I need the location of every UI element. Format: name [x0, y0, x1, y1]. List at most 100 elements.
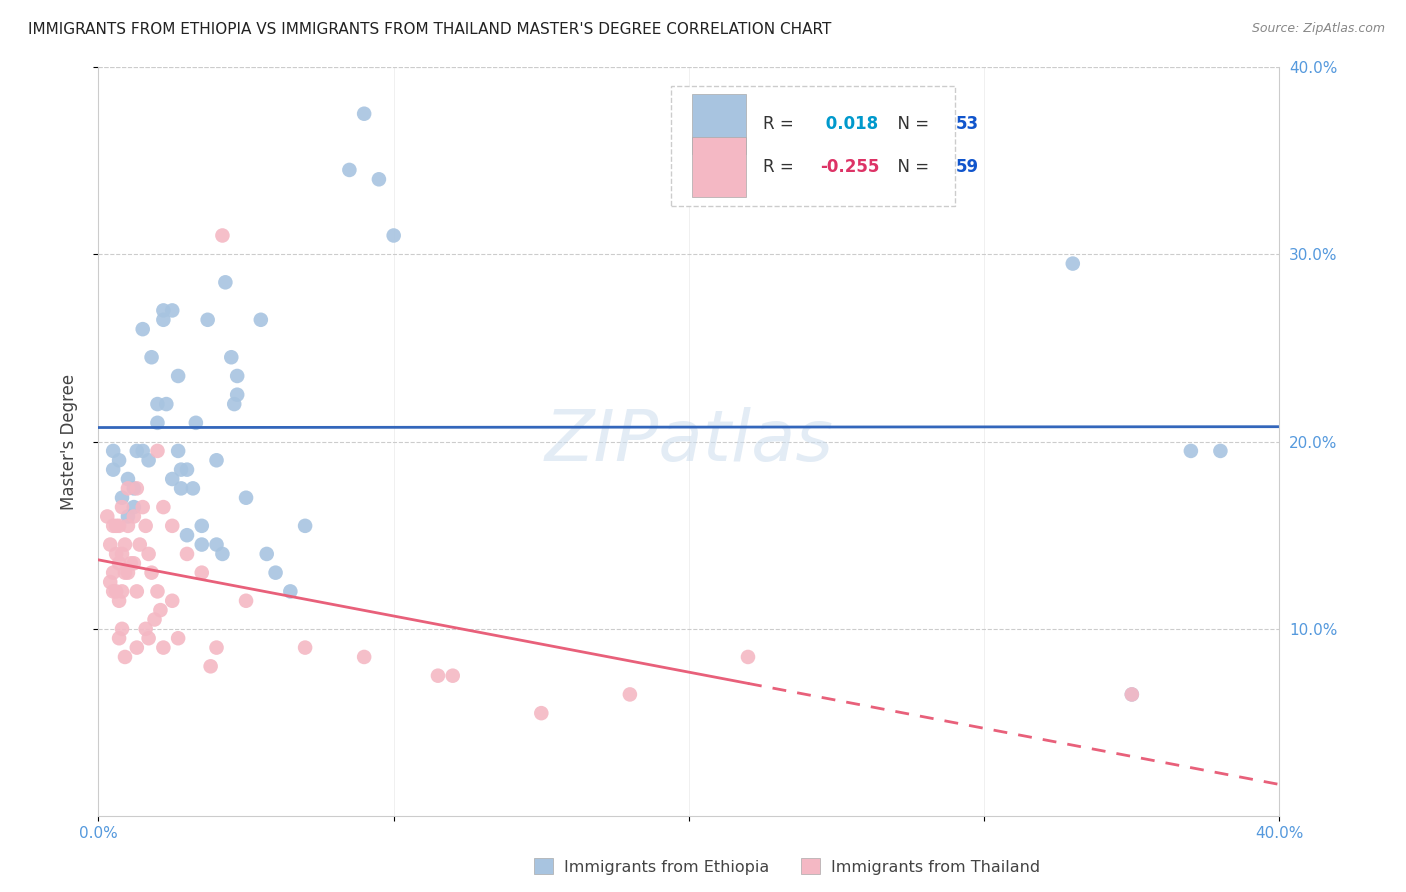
Point — [176, 547, 198, 561]
Point — [256, 547, 278, 561]
Point — [353, 107, 375, 121]
Text: R =: R = — [763, 115, 800, 133]
Point — [146, 443, 169, 458]
Point — [96, 509, 118, 524]
Point — [1121, 687, 1143, 701]
Point — [108, 453, 131, 467]
Point — [111, 547, 134, 561]
Text: Immigrants from Thailand: Immigrants from Thailand — [831, 861, 1040, 875]
Point — [125, 584, 148, 599]
Point — [170, 462, 193, 476]
Point — [108, 518, 131, 533]
Y-axis label: Master's Degree: Master's Degree — [59, 374, 77, 509]
Point — [111, 491, 134, 505]
Text: ZIPatlas: ZIPatlas — [544, 407, 834, 476]
Point — [138, 453, 160, 467]
Point — [184, 416, 207, 430]
Point — [191, 537, 214, 551]
Point — [111, 584, 134, 599]
Point — [141, 350, 163, 364]
Point — [197, 312, 219, 326]
Point — [152, 312, 174, 326]
Point — [226, 387, 249, 401]
Point — [162, 518, 183, 533]
Point — [132, 322, 155, 336]
Point — [382, 228, 405, 243]
Point — [737, 649, 759, 664]
Point — [98, 537, 121, 551]
FancyBboxPatch shape — [671, 86, 955, 205]
Point — [132, 443, 155, 458]
Point — [427, 669, 450, 683]
Point — [280, 584, 302, 599]
Point — [114, 649, 136, 664]
Point — [146, 397, 169, 411]
Point — [441, 669, 464, 683]
Point — [167, 443, 190, 458]
Point — [122, 500, 145, 514]
Point — [368, 172, 391, 186]
Point — [235, 491, 257, 505]
Point — [264, 566, 287, 580]
Point — [619, 687, 641, 701]
Point — [170, 482, 193, 496]
Point — [146, 416, 169, 430]
Point — [105, 518, 128, 533]
Point — [117, 509, 139, 524]
Point — [152, 500, 174, 514]
Point — [176, 462, 198, 476]
Text: N =: N = — [887, 115, 935, 133]
Point — [250, 312, 273, 326]
Point — [152, 303, 174, 318]
Point — [105, 547, 128, 561]
Point — [353, 649, 375, 664]
Point — [138, 547, 160, 561]
Point — [1209, 443, 1232, 458]
Point — [103, 518, 125, 533]
Point — [294, 640, 316, 655]
Text: -0.255: -0.255 — [820, 158, 879, 176]
Text: Source: ZipAtlas.com: Source: ZipAtlas.com — [1251, 22, 1385, 36]
Point — [176, 528, 198, 542]
Point — [117, 472, 139, 486]
Point — [181, 482, 204, 496]
Point — [117, 482, 139, 496]
Point — [530, 706, 553, 721]
Text: 59: 59 — [956, 158, 979, 176]
Point — [339, 163, 361, 178]
Point — [205, 453, 228, 467]
Text: N =: N = — [887, 158, 935, 176]
Point — [132, 500, 155, 514]
Point — [205, 537, 228, 551]
Point — [111, 500, 134, 514]
Point — [143, 613, 166, 627]
Point — [108, 594, 131, 608]
Text: 0.018: 0.018 — [820, 115, 879, 133]
Text: Immigrants from Ethiopia: Immigrants from Ethiopia — [564, 861, 769, 875]
Point — [125, 482, 148, 496]
Point — [141, 566, 163, 580]
Point — [235, 594, 257, 608]
Point — [1062, 257, 1084, 271]
Point — [191, 518, 214, 533]
Point — [1180, 443, 1202, 458]
Point — [120, 557, 142, 571]
Point — [108, 557, 131, 571]
Point — [125, 443, 148, 458]
Point — [149, 603, 172, 617]
Point — [135, 622, 157, 636]
Point — [200, 659, 222, 673]
Point — [103, 462, 125, 476]
Point — [224, 397, 246, 411]
Point — [103, 443, 125, 458]
Point — [167, 369, 190, 384]
Point — [205, 640, 228, 655]
Bar — [693, 137, 745, 197]
Point — [117, 566, 139, 580]
Point — [114, 537, 136, 551]
Text: IMMIGRANTS FROM ETHIOPIA VS IMMIGRANTS FROM THAILAND MASTER'S DEGREE CORRELATION: IMMIGRANTS FROM ETHIOPIA VS IMMIGRANTS F… — [28, 22, 831, 37]
Point — [211, 228, 233, 243]
Point — [294, 518, 316, 533]
Point — [122, 482, 145, 496]
Point — [125, 640, 148, 655]
